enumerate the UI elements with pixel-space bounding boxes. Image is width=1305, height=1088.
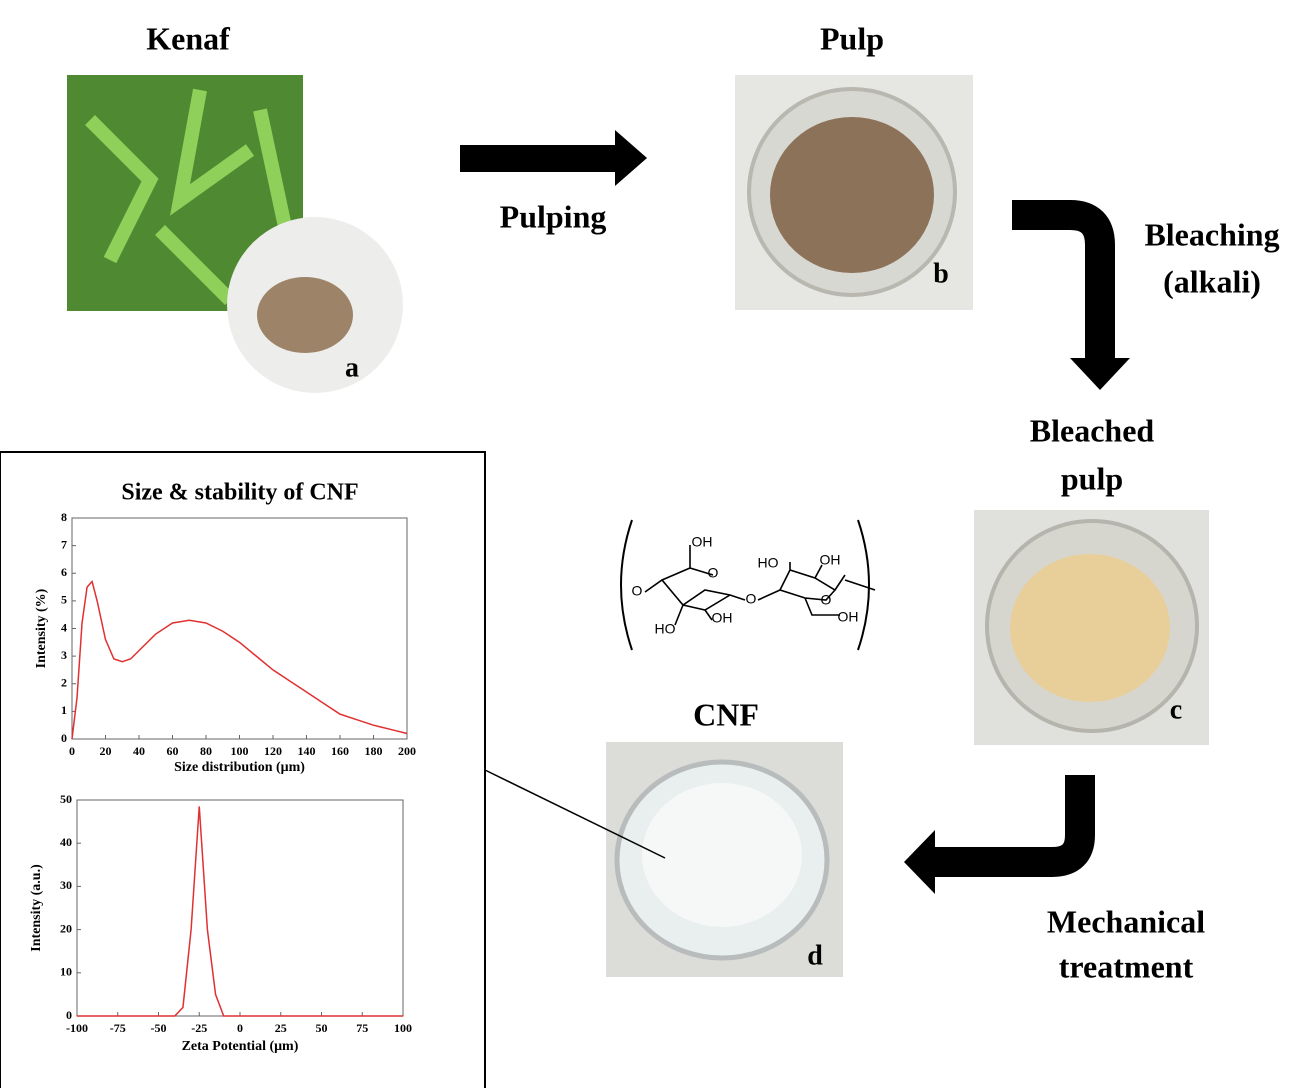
arrow-head (904, 830, 935, 894)
y-tick-label: 5 (61, 593, 67, 607)
arrow-head (615, 130, 647, 186)
node-label: CNF (693, 696, 759, 732)
x-tick-label: 0 (69, 744, 75, 758)
y-tick-label: 20 (60, 921, 72, 935)
y-tick-label: 6 (61, 565, 67, 579)
arrow (460, 145, 618, 172)
atom-label: OH (838, 609, 859, 625)
y-axis-label: Intensity (%) (34, 588, 49, 668)
connector (484, 769, 666, 859)
x-tick-label: 100 (394, 1021, 412, 1035)
y-tick-label: 8 (61, 510, 67, 524)
cellulose-bonds (644, 545, 876, 626)
x-tick-label: 60 (167, 744, 179, 758)
step-label: Pulping (500, 198, 607, 234)
atom-label: OH (712, 610, 733, 626)
plot-area (76, 799, 404, 1017)
photo-tag: c (1170, 694, 1182, 725)
x-tick-label: 80 (200, 744, 212, 758)
bleached-pulp (1010, 554, 1170, 702)
atom-label: O (821, 592, 832, 608)
photo-tag: b (933, 258, 949, 289)
node-label: Kenaf (146, 20, 230, 56)
photo-tag: a (345, 352, 359, 383)
pulp (770, 117, 934, 273)
x-tick-label: 120 (264, 744, 282, 758)
atom-label: O (708, 565, 719, 581)
x-tick-label: 160 (331, 744, 349, 758)
plot-area (71, 517, 408, 740)
y-tick-label: 7 (61, 537, 67, 551)
node-label: Pulp (820, 20, 884, 56)
x-tick-label: 100 (231, 744, 249, 758)
x-tick-label: 40 (133, 744, 145, 758)
y-axis-label: Intensity (a.u.) (29, 864, 44, 952)
y-tick-label: 2 (61, 676, 67, 690)
x-tick-label: 180 (365, 744, 383, 758)
y-tick-label: 4 (61, 620, 67, 634)
atom-label: OH (692, 534, 713, 550)
x-tick-label: -25 (191, 1021, 207, 1035)
x-tick-label: 0 (237, 1021, 243, 1035)
y-tick-label: 3 (61, 648, 67, 662)
leaves (85, 88, 297, 305)
atom-label: O (632, 583, 643, 599)
brackets (620, 519, 870, 651)
y-tick-label: 0 (61, 731, 67, 745)
x-axis-label: Zeta Potential (μm) (182, 1039, 299, 1054)
x-tick-label: -100 (66, 1021, 88, 1035)
y-tick-label: 50 (60, 792, 72, 806)
x-tick-label: 200 (398, 744, 416, 758)
y-tick-label: 10 (60, 965, 72, 979)
chart-box (0, 451, 486, 1088)
atom-label: HO (655, 621, 676, 637)
x-tick-label: 75 (356, 1021, 368, 1035)
arrow (1012, 200, 1115, 360)
node-label: Bleached (1030, 412, 1155, 448)
y-tick-label: 0 (66, 1008, 72, 1022)
x-tick-label: 25 (275, 1021, 287, 1035)
arrow-head (1070, 358, 1130, 390)
atom-label: O (746, 591, 757, 607)
data-line (71, 580, 408, 740)
x-tick-label: 20 (100, 744, 112, 758)
atom-label: OH (820, 552, 841, 568)
step-label: Mechanical (1047, 903, 1205, 939)
cnf-suspension (642, 783, 802, 927)
atom-label: HO (758, 555, 779, 571)
y-tick-label: 40 (60, 835, 72, 849)
x-tick-label: 50 (316, 1021, 328, 1035)
chart-title: Size & stability of CNF (121, 480, 358, 506)
y-tick-label: 1 (61, 703, 67, 717)
arrow (932, 775, 1095, 877)
fiber (257, 277, 353, 353)
y-tick-label: 30 (60, 878, 72, 892)
step-label: (alkali) (1163, 263, 1261, 299)
data-line (77, 806, 403, 1017)
photo-tag: d (807, 940, 823, 971)
x-axis-label: Size distribution (μm) (174, 760, 305, 775)
step-label: treatment (1059, 948, 1194, 984)
x-tick-label: 140 (298, 744, 316, 758)
x-tick-label: -50 (151, 1021, 167, 1035)
x-tick-label: -75 (110, 1021, 126, 1035)
step-label: Bleaching (1144, 216, 1279, 252)
node-label: pulp (1061, 460, 1123, 496)
